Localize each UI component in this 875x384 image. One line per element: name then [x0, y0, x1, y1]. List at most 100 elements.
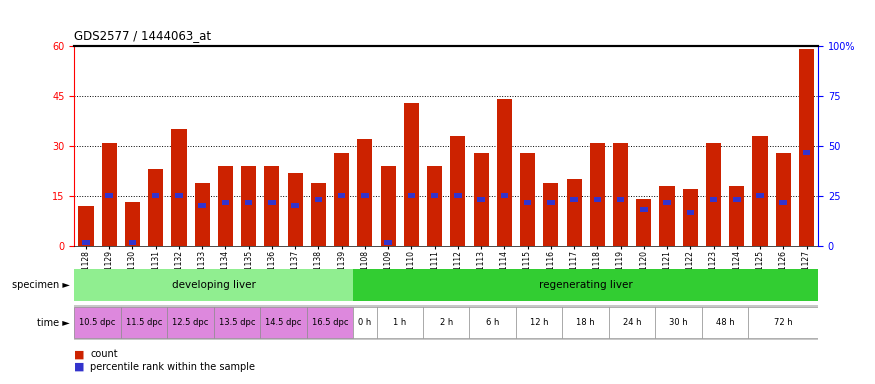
Bar [454, 194, 462, 198]
Bar [617, 197, 625, 202]
Text: 11.5 dpc: 11.5 dpc [126, 318, 162, 327]
Text: regenerating liver: regenerating liver [539, 280, 633, 290]
Text: specimen ►: specimen ► [12, 280, 70, 290]
Bar [74, 307, 121, 338]
Bar [245, 200, 253, 205]
Text: 0 h: 0 h [358, 318, 372, 327]
Bar [640, 207, 648, 212]
Bar [473, 152, 488, 246]
Bar [129, 240, 136, 245]
Bar [288, 172, 303, 246]
Bar [221, 200, 229, 205]
Bar [423, 307, 470, 338]
Bar [729, 186, 745, 246]
Bar [430, 194, 438, 198]
Bar [106, 194, 113, 198]
Bar [663, 200, 671, 205]
Bar [497, 99, 512, 246]
Bar [593, 197, 601, 202]
Text: 18 h: 18 h [577, 318, 595, 327]
Bar [354, 307, 376, 338]
Bar [516, 307, 563, 338]
Bar [660, 186, 675, 246]
Bar [408, 194, 415, 198]
Bar [376, 307, 423, 338]
Bar [776, 152, 791, 246]
Bar [752, 136, 767, 246]
Bar [733, 197, 740, 202]
Bar [702, 307, 748, 338]
Bar [311, 182, 326, 246]
Bar [748, 307, 818, 338]
Bar [291, 204, 299, 208]
Bar [307, 307, 354, 338]
Bar [82, 240, 90, 245]
Text: ■: ■ [74, 349, 85, 359]
Text: 48 h: 48 h [716, 318, 734, 327]
Bar [655, 307, 702, 338]
Bar [361, 194, 368, 198]
Bar [125, 202, 140, 246]
Bar [334, 152, 349, 246]
Bar [756, 194, 764, 198]
Text: 13.5 dpc: 13.5 dpc [219, 318, 256, 327]
Bar [381, 166, 396, 246]
Bar [802, 150, 810, 155]
Text: 10.5 dpc: 10.5 dpc [80, 318, 116, 327]
Bar [500, 194, 508, 198]
Bar [102, 142, 116, 246]
Text: 12.5 dpc: 12.5 dpc [172, 318, 209, 327]
Text: 12 h: 12 h [530, 318, 549, 327]
Bar [79, 206, 94, 246]
Bar [524, 200, 531, 205]
Text: developing liver: developing liver [172, 280, 255, 290]
Bar [214, 307, 261, 338]
Text: percentile rank within the sample: percentile rank within the sample [90, 362, 256, 372]
Bar [354, 269, 818, 301]
Bar [543, 182, 558, 246]
Text: GDS2577 / 1444063_at: GDS2577 / 1444063_at [74, 29, 212, 42]
Text: 6 h: 6 h [486, 318, 500, 327]
Text: 2 h: 2 h [439, 318, 453, 327]
Text: count: count [90, 349, 118, 359]
Bar [218, 166, 233, 246]
Text: time ►: time ► [38, 318, 70, 328]
Text: ■: ■ [74, 362, 85, 372]
Bar [566, 179, 582, 246]
Bar [451, 136, 466, 246]
Bar [242, 166, 256, 246]
Bar [687, 210, 694, 215]
Bar [470, 307, 516, 338]
Bar [167, 307, 214, 338]
Bar [570, 197, 578, 202]
Bar [384, 240, 392, 245]
Bar [636, 199, 651, 246]
Bar [261, 307, 307, 338]
Bar [547, 200, 555, 205]
Bar [152, 194, 159, 198]
Bar [404, 103, 419, 246]
Bar [609, 307, 655, 338]
Text: 30 h: 30 h [669, 318, 688, 327]
Bar [563, 307, 609, 338]
Text: 16.5 dpc: 16.5 dpc [312, 318, 348, 327]
Bar [682, 189, 698, 246]
Bar [268, 200, 276, 205]
Bar [613, 142, 628, 246]
Bar [338, 194, 346, 198]
Bar [706, 142, 721, 246]
Bar [148, 169, 164, 246]
Bar [780, 200, 787, 205]
Text: 24 h: 24 h [623, 318, 641, 327]
Bar [799, 50, 814, 246]
Bar [194, 182, 210, 246]
Text: 72 h: 72 h [774, 318, 793, 327]
Bar [175, 194, 183, 198]
Bar [710, 197, 717, 202]
Bar [357, 139, 373, 246]
Bar [478, 197, 485, 202]
Bar [264, 166, 279, 246]
Bar [172, 129, 186, 246]
Bar [74, 269, 354, 301]
Bar [520, 152, 536, 246]
